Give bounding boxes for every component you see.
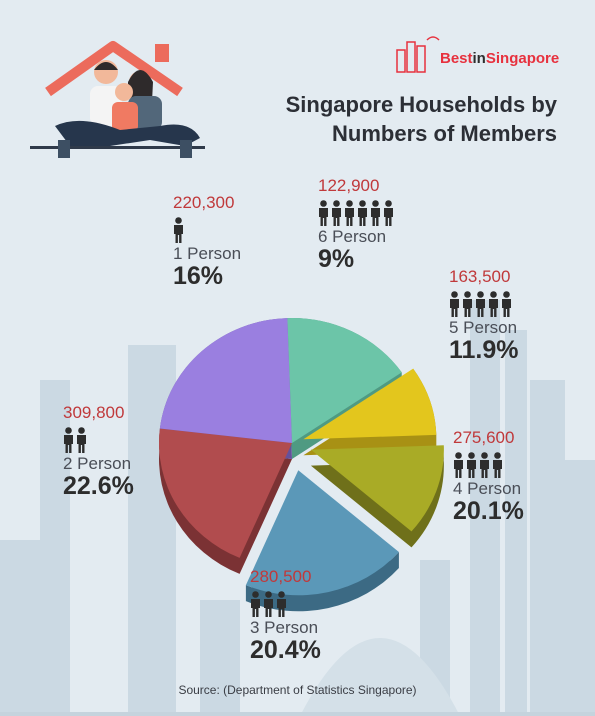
person-icon bbox=[318, 200, 329, 226]
person-icon bbox=[466, 452, 477, 478]
person-icons-6 bbox=[318, 200, 394, 226]
percent-6-person: 9% bbox=[318, 245, 355, 273]
person-icon bbox=[263, 591, 274, 617]
label-text-5-person: 5 Person bbox=[449, 318, 518, 337]
count-5-person: 163,500 bbox=[449, 267, 511, 286]
percent-4-person: 20.1% bbox=[453, 497, 524, 525]
pie-slice-4-person bbox=[245, 470, 399, 596]
brand-logo-text: BestinSingapore bbox=[440, 50, 560, 67]
label-1-person: 220,300 1 Person 16% bbox=[173, 193, 241, 289]
label-text-4-person: 4 Person bbox=[453, 479, 522, 498]
person-icon bbox=[276, 591, 287, 617]
percent-1-person: 16% bbox=[173, 262, 224, 290]
person-icon bbox=[344, 200, 355, 226]
person-icon bbox=[76, 427, 87, 453]
pie-slice-3-person bbox=[159, 428, 292, 558]
person-icon bbox=[250, 591, 261, 617]
family-house-illustration bbox=[30, 41, 205, 158]
label-3-person: 280,500 3 Person 20.4% bbox=[250, 567, 321, 663]
pie-slice-5-person bbox=[310, 445, 444, 532]
pie-slice-2-person bbox=[159, 318, 292, 443]
person-icon bbox=[63, 427, 74, 453]
pie-slice-6-person bbox=[303, 368, 437, 440]
chart-title-line2: Numbers of Members bbox=[332, 121, 557, 146]
person-icons-3 bbox=[250, 591, 321, 617]
label-text-3-person: 3 Person bbox=[250, 618, 319, 637]
person-icon bbox=[488, 291, 499, 317]
chart-title-line1: Singapore Households by bbox=[285, 92, 557, 117]
count-3-person: 280,500 bbox=[250, 567, 312, 586]
person-icon bbox=[479, 452, 490, 478]
person-icon bbox=[331, 200, 342, 226]
label-5-person: 163,500 5 Person 11.9% bbox=[449, 267, 519, 363]
label-text-1-person: 1 Person bbox=[173, 244, 242, 263]
ground-line bbox=[0, 712, 595, 716]
label-text-6-person: 6 Person bbox=[318, 227, 387, 246]
person-icon bbox=[492, 452, 503, 478]
person-icons-2 bbox=[63, 427, 134, 453]
person-icon bbox=[453, 452, 464, 478]
label-4-person: 275,600 4 Person 20.1% bbox=[453, 428, 524, 524]
person-icon bbox=[383, 200, 394, 226]
pie-slice-1-person bbox=[287, 318, 402, 443]
person-icon bbox=[449, 291, 460, 317]
person-icons-5 bbox=[449, 291, 519, 317]
chart-title: Singapore Households by Numbers of Membe… bbox=[257, 90, 557, 148]
label-text-2-person: 2 Person bbox=[63, 454, 132, 473]
percent-3-person: 20.4% bbox=[250, 636, 321, 664]
person-icons-4 bbox=[453, 452, 524, 478]
person-icon bbox=[370, 200, 381, 226]
pie-slices bbox=[159, 318, 444, 596]
person-icons-1 bbox=[173, 217, 241, 243]
count-6-person: 122,900 bbox=[318, 176, 380, 195]
label-6-person: 122,900 6 Person 9% bbox=[318, 176, 394, 272]
source-note: Source: (Department of Statistics Singap… bbox=[178, 683, 417, 697]
count-4-person: 275,600 bbox=[453, 428, 515, 447]
person-icon bbox=[475, 291, 486, 317]
person-icon bbox=[173, 217, 184, 243]
count-1-person: 220,300 bbox=[173, 193, 235, 212]
label-2-person: 309,800 2 Person 22.6% bbox=[63, 403, 134, 499]
brand-logo-icon bbox=[396, 36, 440, 73]
percent-2-person: 22.6% bbox=[63, 472, 134, 500]
count-2-person: 309,800 bbox=[63, 403, 125, 422]
person-icon bbox=[357, 200, 368, 226]
person-icon bbox=[501, 291, 512, 317]
person-icon bbox=[462, 291, 473, 317]
percent-5-person: 11.9% bbox=[449, 336, 519, 364]
